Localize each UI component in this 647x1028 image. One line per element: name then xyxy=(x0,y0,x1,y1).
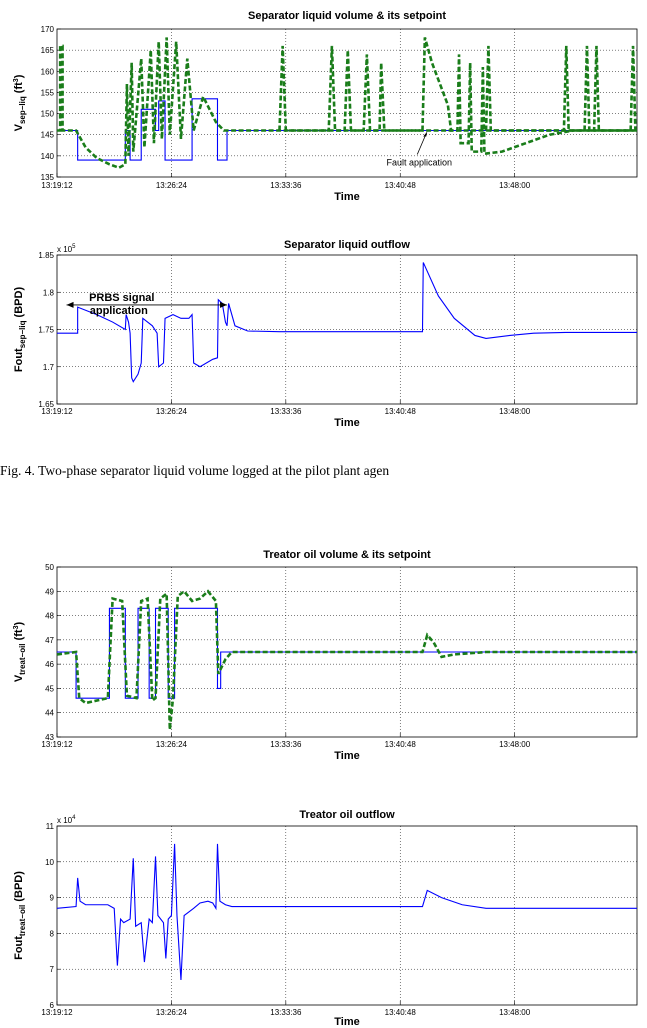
y-tick-label: 48 xyxy=(45,612,54,621)
x-tick-label: 13:40:48 xyxy=(385,1008,417,1017)
annotation-arrowhead xyxy=(66,301,74,308)
y-axis-label: Fouttreat−oil (BPD) xyxy=(13,871,27,960)
figure-caption: Fig. 4. Two-phase separator liquid volum… xyxy=(0,463,390,478)
y-tick-label: 1.8 xyxy=(43,288,55,297)
y-tick-label: 135 xyxy=(41,173,55,182)
x-tick-label: 13:33:36 xyxy=(270,181,302,190)
x-tick-label: 13:33:36 xyxy=(270,740,302,749)
y-tick-label: 7 xyxy=(50,965,55,974)
setpoint-series-line xyxy=(57,262,637,383)
annotation-label: PRBS signal xyxy=(89,292,154,304)
plot-frame xyxy=(56,825,638,1006)
chart-title: Treator oil volume & its setpoint xyxy=(263,549,431,561)
annotation-label: application xyxy=(90,305,148,317)
x-axis-label: Time xyxy=(334,417,359,429)
y-tick-label: 49 xyxy=(45,587,54,596)
x-tick-label: 13:48:00 xyxy=(499,181,531,190)
y-tick-label: 155 xyxy=(41,88,55,97)
y-multiplier: x 104 xyxy=(57,815,76,825)
x-tick-label: 13:26:24 xyxy=(156,181,188,190)
y-tick-label: 160 xyxy=(41,67,55,76)
x-tick-label: 13:40:48 xyxy=(385,407,417,416)
y-tick-label: 45 xyxy=(45,684,54,693)
x-tick-label: 13:40:48 xyxy=(385,181,417,190)
x-tick-label: 13:26:24 xyxy=(156,1008,188,1017)
x-tick-label: 13:48:00 xyxy=(499,1008,531,1017)
x-tick-label: 13:40:48 xyxy=(385,740,417,749)
measured-series-line xyxy=(57,37,637,170)
x-tick-label: 13:19:12 xyxy=(41,1008,73,1017)
y-multiplier: x 105 xyxy=(57,244,76,254)
plot-frame xyxy=(56,28,638,178)
y-tick-label: 6 xyxy=(50,1001,55,1010)
annotation-label: Fault application xyxy=(386,157,452,167)
x-tick-label: 13:48:00 xyxy=(499,407,531,416)
y-tick-label: 145 xyxy=(41,131,55,140)
annotation-arrowhead xyxy=(220,301,228,308)
chart-title: Treator oil outflow xyxy=(299,809,395,821)
y-tick-label: 1.7 xyxy=(43,363,55,372)
x-axis-label: Time xyxy=(334,750,359,762)
y-tick-label: 11 xyxy=(46,822,55,831)
y-axis-label: Foutsep−liq (BPD) xyxy=(13,287,27,373)
x-axis-label: Time xyxy=(334,191,359,203)
x-tick-label: 13:19:12 xyxy=(41,740,73,749)
y-tick-label: 150 xyxy=(41,110,55,119)
chart-treator-oil-volume: Treator oil volume & its setpoint 13:19:1… xyxy=(13,549,638,762)
chart-title: Separator liquid volume & its setpoint xyxy=(248,10,446,22)
x-tick-label: 13:48:00 xyxy=(499,740,531,749)
y-tick-label: 8 xyxy=(50,929,55,938)
y-tick-label: 1.65 xyxy=(38,400,54,409)
y-tick-label: 1.75 xyxy=(38,326,54,335)
chart-title: Separator liquid outflow xyxy=(284,239,410,251)
x-axis-label: Time xyxy=(334,1016,359,1028)
x-tick-label: 13:33:36 xyxy=(270,1008,302,1017)
y-axis-label: Vtreat−oil (ft3) xyxy=(13,622,27,683)
measured-series-line xyxy=(484,45,637,132)
x-tick-label: 13:33:36 xyxy=(270,407,302,416)
annotation-arrowhead xyxy=(423,131,428,137)
chart-treator-oil-outflow: Treator oil outflow 13:19:12 13:26:24 13:33… xyxy=(13,809,638,1028)
x-tick-label: 13:26:24 xyxy=(156,407,188,416)
y-tick-label: 50 xyxy=(45,563,54,572)
y-tick-label: 1.85 xyxy=(38,251,54,260)
measured-series-line xyxy=(56,589,637,730)
y-tick-label: 170 xyxy=(41,25,55,34)
y-tick-label: 46 xyxy=(45,660,54,669)
plot-frame xyxy=(56,254,638,405)
y-tick-label: 140 xyxy=(41,152,55,161)
y-axis-label: Vsep−liq (ft3) xyxy=(13,74,27,131)
setpoint-series-line xyxy=(56,843,637,980)
y-tick-label: 165 xyxy=(41,46,55,55)
y-tick-label: 9 xyxy=(50,894,55,903)
chart-separator-liquid-volume: Separator liquid volume & its setpoint 13… xyxy=(13,10,638,203)
y-tick-label: 43 xyxy=(45,733,54,742)
annotation-arrow xyxy=(416,133,427,155)
x-tick-label: 13:19:12 xyxy=(41,407,73,416)
x-tick-label: 13:26:24 xyxy=(156,740,188,749)
y-tick-label: 44 xyxy=(45,709,54,718)
x-tick-label: 13:19:12 xyxy=(41,181,73,190)
measured-series-line xyxy=(278,37,637,156)
chart-separator-liquid-outflow: Separator liquid outflow 13:19:12 13:26:24… xyxy=(13,239,638,429)
y-tick-label: 10 xyxy=(45,858,54,867)
y-tick-label: 47 xyxy=(45,636,54,645)
